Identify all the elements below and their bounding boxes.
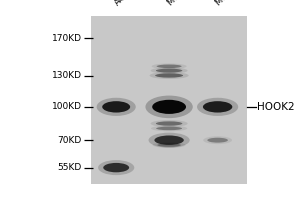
Text: 70KD: 70KD [58,136,82,145]
Bar [91,16,247,184]
Ellipse shape [150,72,189,79]
Text: 100KD: 100KD [52,102,82,111]
Text: HOOK2: HOOK2 [257,102,295,112]
Ellipse shape [197,98,238,116]
Text: 130KD: 130KD [52,71,82,80]
Ellipse shape [154,135,184,145]
Ellipse shape [151,126,187,131]
Ellipse shape [203,101,232,113]
Ellipse shape [97,98,136,116]
Text: Mouse stomach: Mouse stomach [166,0,219,8]
Ellipse shape [156,121,182,126]
Ellipse shape [207,138,228,143]
Ellipse shape [146,96,193,118]
Ellipse shape [157,143,181,147]
Ellipse shape [98,160,134,175]
Text: A431: A431 [113,0,134,8]
Text: 55KD: 55KD [58,163,82,172]
Ellipse shape [155,73,183,78]
Ellipse shape [103,163,129,172]
Ellipse shape [153,142,186,148]
Ellipse shape [203,136,232,144]
Ellipse shape [157,65,181,68]
Ellipse shape [156,127,182,130]
Ellipse shape [152,63,187,69]
Text: 170KD: 170KD [52,34,82,43]
Text: Mouse liver: Mouse liver [214,0,255,8]
Ellipse shape [148,133,190,148]
Ellipse shape [151,67,188,74]
Ellipse shape [102,101,130,113]
Ellipse shape [152,100,186,114]
Ellipse shape [151,120,188,127]
Ellipse shape [156,69,182,73]
